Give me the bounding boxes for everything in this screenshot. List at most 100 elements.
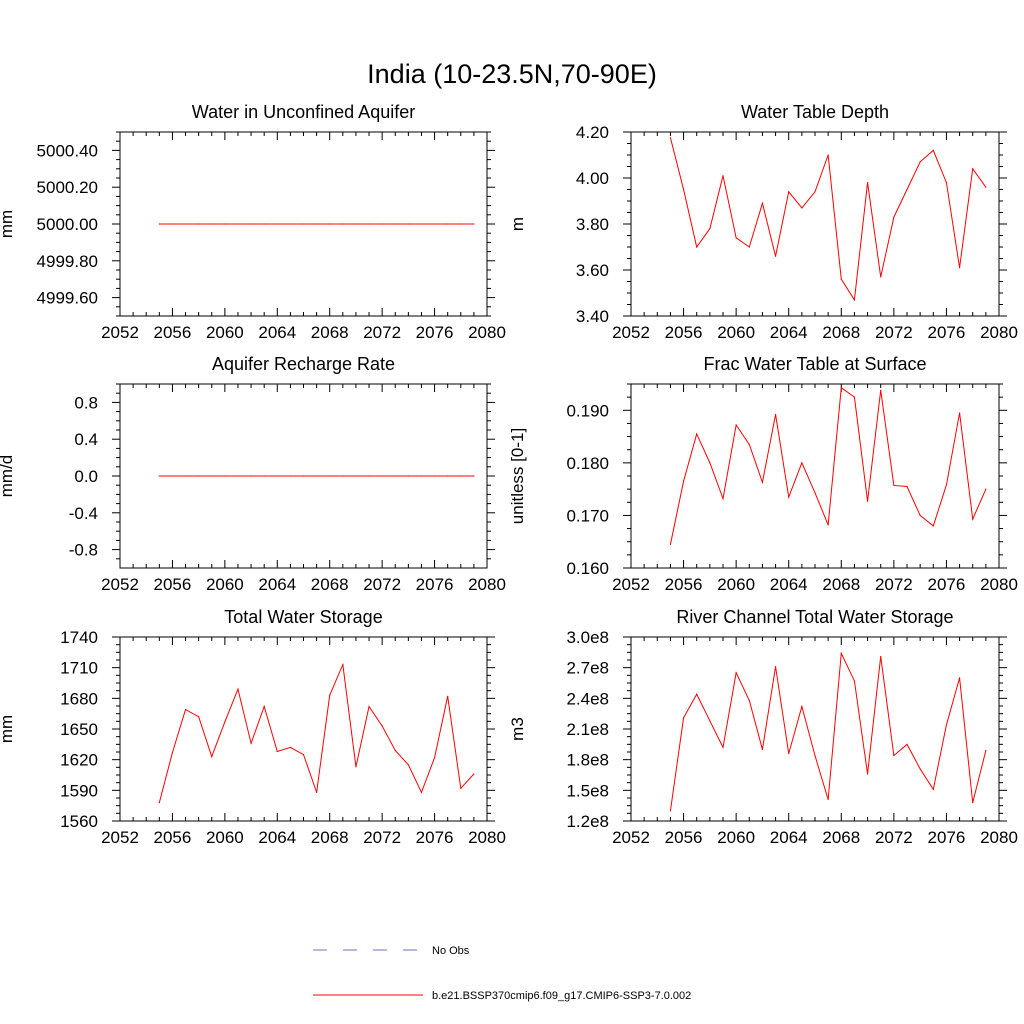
data-point [866,773,869,775]
data-point [158,223,160,225]
data-point [735,672,737,674]
data-point [250,223,252,225]
panel-title: Water Table Depth [741,102,889,122]
y-tick-label: 0.180 [566,454,609,473]
y-axis-label: m3 [508,717,527,741]
y-tick-label: 3.0e8 [566,628,609,647]
data-point [827,154,829,156]
x-tick-label: 2052 [612,323,650,342]
x-tick-label: 2064 [258,828,296,847]
data-point [682,480,685,482]
data-point [342,664,344,666]
y-tick-label: 1590 [60,781,98,800]
data-point [342,475,344,477]
data-point [919,161,921,163]
y-tick-label: 0.0 [74,467,98,486]
x-tick-label: 2056 [665,323,703,342]
x-tick-label: 2072 [363,323,401,342]
data-point [407,764,409,766]
data-point [394,475,396,477]
y-tick-label: 1650 [60,720,98,739]
y-tick-label: 5000.00 [37,215,98,234]
data-point [355,475,357,477]
y-tick-label: 1620 [60,751,98,770]
x-tick-label: 2060 [717,828,755,847]
data-point [381,475,383,477]
data-point [276,223,278,225]
y-tick-label: -0.8 [69,541,98,560]
panel-2: Water Table Depth m 2052 2056 2060 2064 2068 20… [508,102,1018,342]
data-point [801,207,803,209]
data-point [893,484,895,487]
data-point [224,721,226,723]
panels: Water in Unconfined Aquifer mm 2052 2056 206… [0,102,1018,847]
x-tick-label: 2056 [665,828,703,847]
data-point [814,191,816,193]
data-point [814,492,816,494]
x-tick-label: 2060 [206,828,244,847]
figure-title: India (10-23.5N,70-90E) [367,59,657,89]
data-point [945,724,948,726]
data-point [919,514,921,517]
data-point [840,387,842,389]
y-tick-label: 4999.60 [37,289,98,308]
data-point [355,223,357,225]
data-point [669,543,672,545]
data-point [198,223,200,225]
y-tick-label: 1.8e8 [566,751,609,770]
data-point [709,462,711,464]
plot-frame [630,383,1000,569]
data-point [722,175,724,177]
x-tick-label: 2080 [468,323,506,342]
data-point [473,223,475,225]
series-line [669,651,987,811]
data-point [447,475,449,477]
data-point [866,500,869,502]
data-point [880,276,882,278]
data-point [473,773,475,775]
y-tick-label: 2.1e8 [566,720,609,739]
data-point [329,694,331,696]
y-tick-label: 2.7e8 [566,659,609,678]
data-point [774,255,777,257]
data-point [722,498,724,500]
data-point [394,223,396,225]
data-point [972,518,974,520]
x-tick-label: 2072 [363,575,401,594]
panel-title: Aquifer Recharge Rate [212,354,395,374]
x-tick-label: 2076 [928,575,966,594]
data-point [709,228,711,230]
x-tick-label: 2056 [665,575,703,594]
data-point [447,223,449,225]
data-point [302,475,305,477]
data-point [696,246,698,248]
data-point [748,246,750,248]
data-point [788,752,790,755]
y-tick-label: 2.4e8 [566,689,609,708]
x-tick-label: 2056 [154,323,192,342]
y-tick-label: 0.190 [566,401,609,420]
x-tick-label: 2064 [258,575,296,594]
y-tick-label: 0.160 [566,559,609,578]
data-point [735,237,737,239]
y-axis-label: mm [0,210,16,238]
panel-1: Water in Unconfined Aquifer mm 2052 2056 206… [0,102,506,342]
data-point [788,496,790,498]
data-point [972,168,974,170]
data-point [460,787,462,789]
data-point [932,788,934,790]
data-point [696,433,698,435]
legend: No Obs b.e21.BSSP370cmip6.f09_g17.CMIP6-… [313,945,691,1002]
data-point [893,216,895,218]
x-tick-label: 2072 [875,828,913,847]
data-point [473,475,475,477]
data-point [158,475,160,477]
panel-4: Frac Water Table at Surface unitless [0-1… [508,354,1018,594]
y-tick-label: 1.5e8 [566,781,609,800]
data-point [289,223,291,225]
y-tick-label: 0.4 [74,430,98,449]
y-tick-label: 4.20 [576,123,609,142]
x-tick-label: 2076 [416,323,454,342]
x-tick-label: 2080 [980,828,1018,847]
data-point [840,652,842,654]
